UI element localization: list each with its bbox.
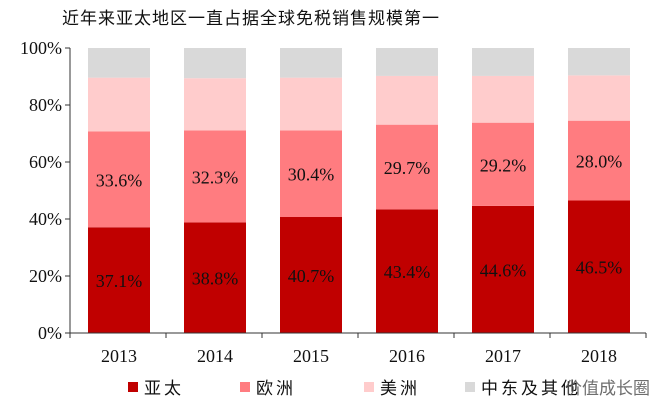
- data-label: 30.4%: [288, 165, 335, 185]
- y-tick-label: 40%: [29, 209, 62, 229]
- bar-segment: [88, 131, 150, 228]
- bar-segment: [280, 48, 342, 78]
- bar-segment: [376, 75, 438, 125]
- bar-segment: [472, 122, 534, 206]
- bar-segment: [376, 124, 438, 210]
- legend-item-europe: 欧洲: [240, 374, 296, 399]
- y-tick-label: 60%: [29, 152, 62, 172]
- bar-segment: [472, 75, 534, 123]
- data-label: 38.8%: [192, 269, 239, 289]
- legend-item-middle-east-other: 中东及其他: [465, 374, 581, 399]
- legend-item-americas: 美洲: [364, 374, 420, 399]
- legend-label: 中东及其他: [481, 379, 581, 399]
- bar-segment: [472, 48, 534, 76]
- x-tick-label: 2013: [101, 346, 137, 366]
- legend-swatch: [364, 381, 374, 392]
- bar-segment: [280, 217, 342, 333]
- bar-segment: [280, 130, 342, 218]
- data-label: 44.6%: [480, 260, 527, 280]
- data-label: 32.3%: [192, 167, 239, 187]
- bar-segment: [88, 48, 150, 78]
- x-tick-label: 2018: [581, 346, 617, 366]
- bar-segment: [184, 48, 246, 79]
- bar-segment: [568, 200, 630, 333]
- data-label: 37.1%: [96, 271, 143, 291]
- bar-segment: [88, 77, 150, 132]
- data-label: 43.4%: [384, 262, 431, 282]
- data-label: 33.6%: [96, 170, 143, 190]
- bar-segment: [568, 48, 630, 76]
- bar-segment: [184, 222, 246, 333]
- data-label: 46.5%: [576, 258, 623, 278]
- legend-label: 亚太: [144, 379, 184, 399]
- bar-segment: [184, 130, 246, 223]
- chart-title: 近年来亚太地区一直占据全球免税销售规模第一: [62, 9, 440, 29]
- legend-label: 欧洲: [256, 379, 296, 399]
- legend-swatch: [465, 381, 475, 392]
- bar-segment: [472, 205, 534, 333]
- x-tick-label: 2014: [197, 346, 233, 366]
- data-label: 40.7%: [288, 266, 335, 286]
- legend-label: 美洲: [380, 379, 420, 399]
- bar-segment: [568, 120, 630, 201]
- legend-swatch: [240, 381, 250, 392]
- y-tick-label: 80%: [29, 95, 62, 115]
- y-tick-label: 20%: [29, 266, 62, 286]
- x-tick-label: 2015: [293, 346, 329, 366]
- x-tick-label: 2017: [485, 346, 521, 366]
- bar-segment: [280, 77, 342, 131]
- bar-segment: [376, 209, 438, 333]
- y-tick-label: 100%: [20, 38, 62, 58]
- y-tick-label: 0%: [38, 323, 62, 343]
- watermark: 价值成长圈: [565, 379, 650, 399]
- x-tick-label: 2016: [389, 346, 425, 366]
- legend-swatch: [128, 381, 138, 392]
- bar-segment: [568, 75, 630, 121]
- data-label: 28.0%: [576, 152, 623, 172]
- bar-segment: [376, 48, 438, 76]
- legend-item-asia-pacific: 亚太: [128, 374, 184, 399]
- data-label: 29.7%: [384, 158, 431, 178]
- bar-segment: [88, 227, 150, 333]
- bar-segment: [184, 78, 246, 131]
- data-label: 29.2%: [480, 155, 527, 175]
